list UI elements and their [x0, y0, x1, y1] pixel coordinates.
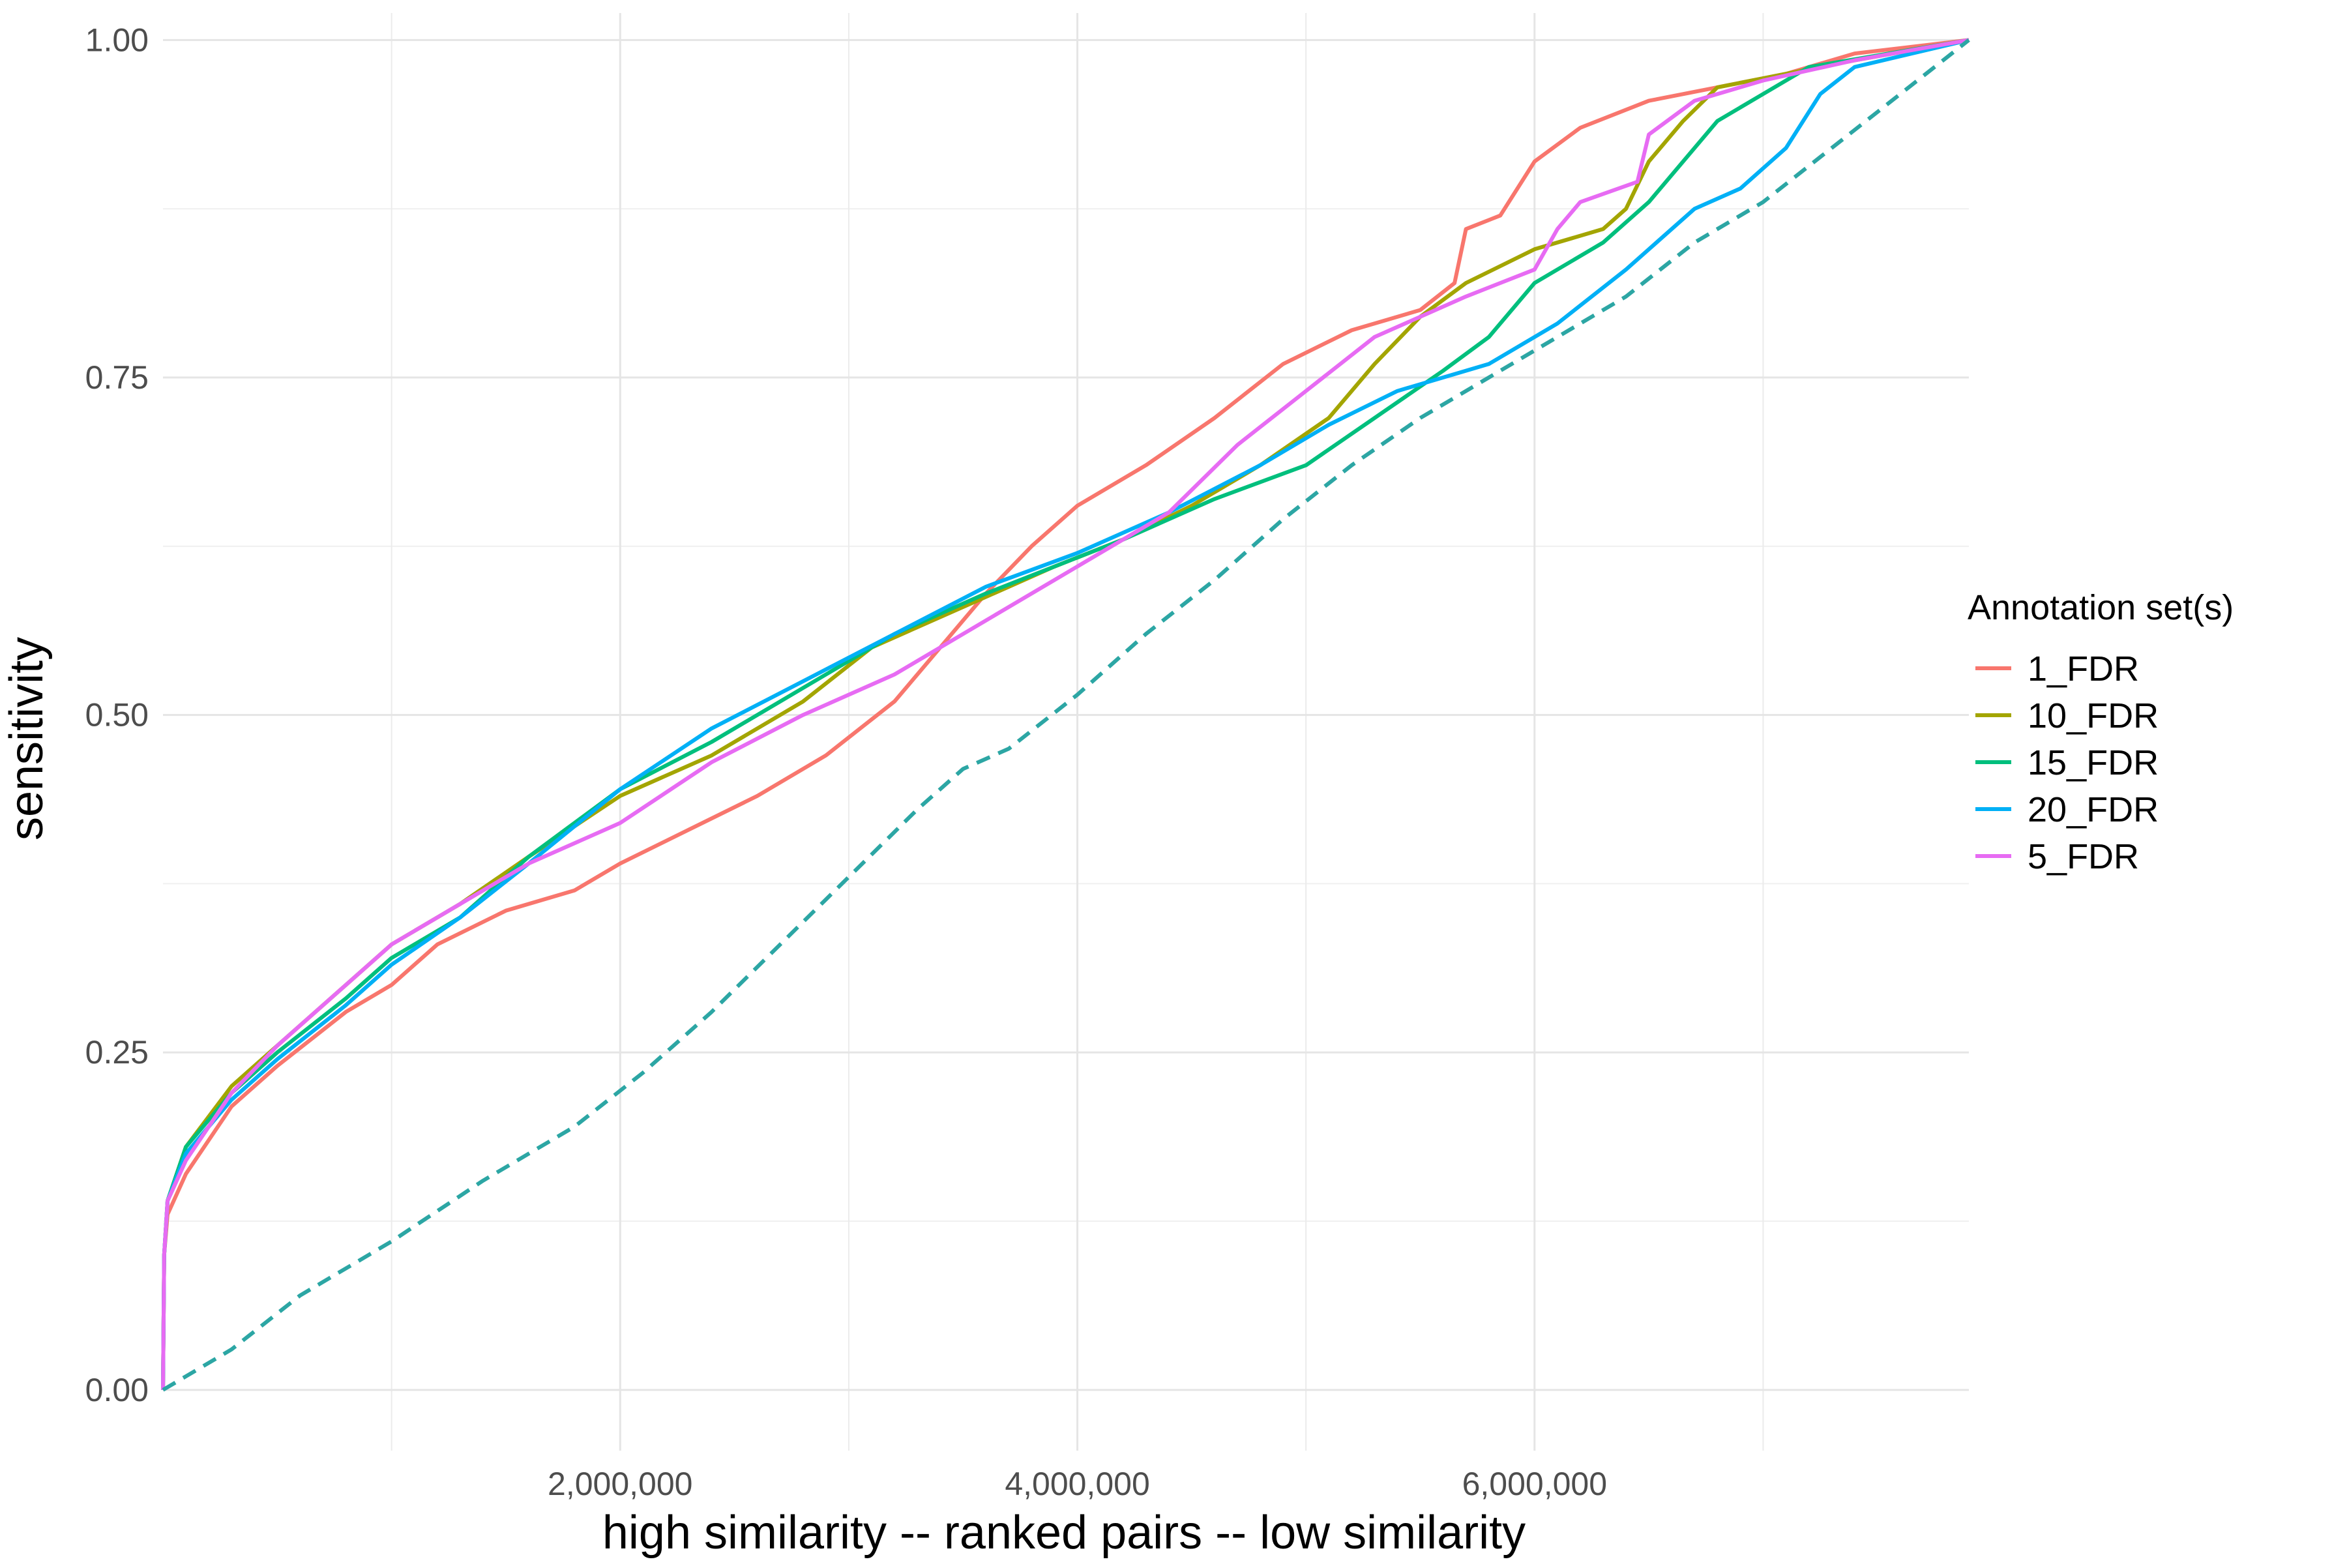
legend-items: 1_FDR 10_FDR 15_FDR 20_FDR 5_FDR: [1975, 649, 2159, 876]
series-line-20-fdr: [161, 38, 1970, 1390]
legend-item-1-fdr: 1_FDR: [1975, 649, 2139, 688]
x-axis-title: high similarity -- ranked pairs -- low s…: [602, 1507, 1526, 1559]
y-tick-label: 0.50: [85, 697, 149, 733]
legend-item-5-fdr: 5_FDR: [1975, 837, 2139, 876]
major-gridlines: [163, 13, 1969, 1451]
series-line-baseline: [162, 38, 1970, 1392]
series-lines: [161, 38, 1970, 1392]
x-tick-label: 6,000,000: [1462, 1466, 1607, 1502]
legend-label: 1_FDR: [2028, 649, 2139, 688]
minor-gridlines: [163, 13, 1969, 1451]
y-tick-label: 1.00: [85, 22, 149, 58]
legend-item-15-fdr: 15_FDR: [1975, 743, 2159, 782]
legend-label: 20_FDR: [2028, 790, 2159, 829]
y-axis-title: sensitivity: [1, 637, 53, 840]
legend-label: 10_FDR: [2028, 696, 2159, 735]
legend: Annotation set(s) 1_FDR 10_FDR 15_FDR 20_FD…: [1968, 588, 2234, 876]
y-tick-label: 0.25: [85, 1034, 149, 1071]
series-line-5-fdr: [161, 38, 1970, 1390]
legend-item-10-fdr: 10_FDR: [1975, 696, 2159, 735]
series-line-15-fdr: [161, 38, 1970, 1390]
legend-title: Annotation set(s): [1968, 588, 2234, 627]
x-tick-label: 2,000,000: [548, 1466, 692, 1502]
y-axis-tick-labels: 0.00 0.25 0.50 0.75 1.00: [85, 22, 149, 1408]
x-axis-tick-labels: 2,000,000 4,000,000 6,000,000: [548, 1466, 1607, 1502]
y-tick-label: 0.75: [85, 359, 149, 396]
legend-item-20-fdr: 20_FDR: [1975, 790, 2159, 829]
y-tick-label: 0.00: [85, 1372, 149, 1408]
legend-label: 5_FDR: [2028, 837, 2139, 876]
x-tick-label: 4,000,000: [1005, 1466, 1149, 1502]
legend-label: 15_FDR: [2028, 743, 2159, 782]
